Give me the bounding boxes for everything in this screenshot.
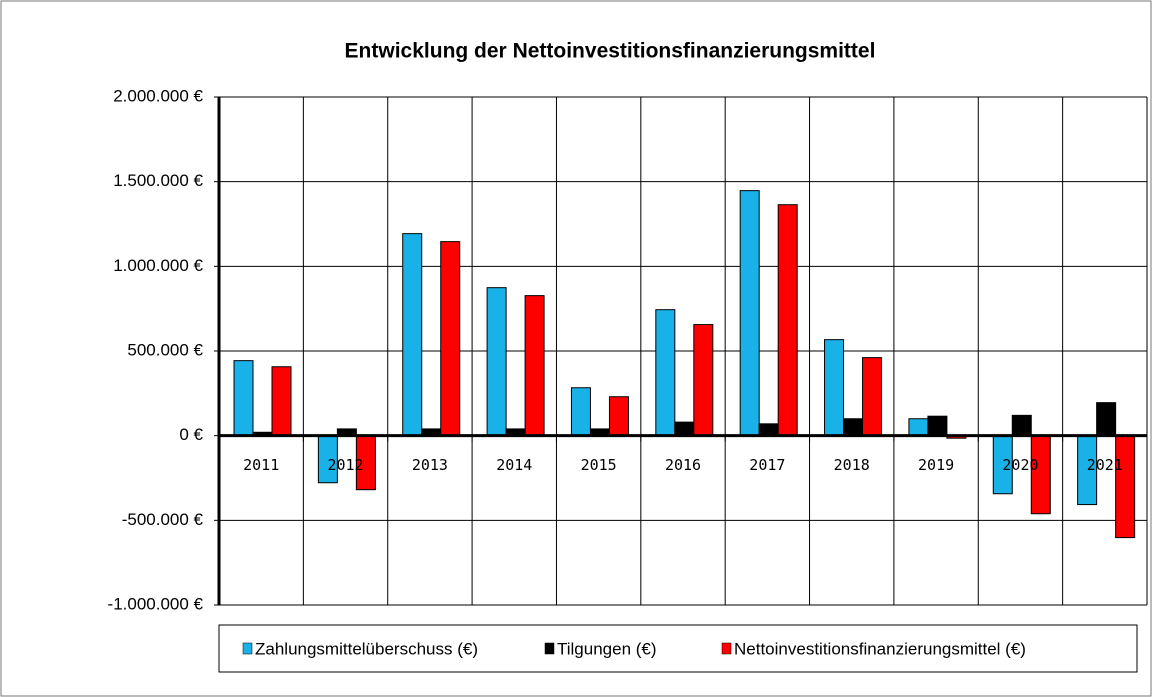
bar xyxy=(824,339,845,437)
bar xyxy=(655,309,676,437)
legend-swatch xyxy=(242,642,253,655)
bar xyxy=(1115,435,1136,539)
bar xyxy=(908,418,929,437)
bar xyxy=(693,324,714,437)
x-tick-label: 2014 xyxy=(496,456,532,474)
bar xyxy=(440,241,461,437)
y-tick-label: 1.500.000 € xyxy=(113,171,203,190)
bar xyxy=(486,287,507,437)
bar xyxy=(843,418,864,437)
x-tick-label: 2019 xyxy=(918,456,954,474)
x-tick-label: 2012 xyxy=(327,456,363,474)
x-tick-label: 2021 xyxy=(1087,456,1123,474)
bar xyxy=(927,415,948,437)
bar xyxy=(758,423,779,437)
x-tick-label: 2020 xyxy=(1002,456,1038,474)
legend-label: Tilgungen (€) xyxy=(557,639,657,658)
y-tick-label: -500.000 € xyxy=(122,510,204,529)
x-tick-label: 2011 xyxy=(243,456,279,474)
bar xyxy=(1030,435,1051,515)
x-tick-label: 2018 xyxy=(834,456,870,474)
legend-label: Nettoinvestitionsfinanzierungsmittel (€) xyxy=(734,639,1026,658)
legend-box xyxy=(218,624,1138,673)
y-tick-label: -1.000.000 € xyxy=(108,594,204,613)
y-tick-label: 500.000 € xyxy=(127,340,203,359)
x-tick-label: 2015 xyxy=(581,456,617,474)
x-tick-label: 2016 xyxy=(665,456,701,474)
y-tick-label: 0 € xyxy=(179,425,203,444)
bar xyxy=(608,396,629,437)
legend-swatch xyxy=(721,642,732,655)
bar xyxy=(233,360,254,437)
y-tick-label: 2.000.000 € xyxy=(113,86,203,105)
bar xyxy=(739,190,760,437)
bar xyxy=(1096,402,1117,437)
bar xyxy=(862,357,883,437)
y-tick-label: 1.000.000 € xyxy=(113,256,203,275)
bar xyxy=(524,295,545,437)
x-tick-label: 2017 xyxy=(749,456,785,474)
x-tick-label: 2013 xyxy=(412,456,448,474)
legend-label: Zahlungsmittelüberschuss (€) xyxy=(255,639,478,658)
bar xyxy=(570,387,591,437)
bar xyxy=(1011,414,1032,437)
bar xyxy=(674,421,695,437)
bar xyxy=(271,366,292,437)
legend-swatch xyxy=(544,642,555,655)
bar xyxy=(777,204,798,437)
chart-title: Entwicklung der Nettoinvestitionsfinanzi… xyxy=(345,40,876,63)
bar xyxy=(402,233,423,437)
